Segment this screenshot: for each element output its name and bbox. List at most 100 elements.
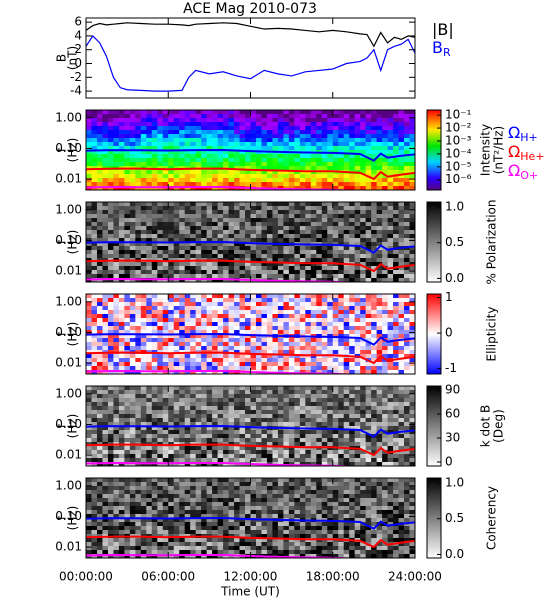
spectrogram-cell: [135, 110, 142, 115]
spectrogram-cell: [140, 162, 147, 167]
spectrogram-cell: [299, 182, 306, 187]
spectrogram-cell: [349, 450, 356, 455]
spectrogram-cell: [354, 390, 361, 395]
spectrogram-cell: [382, 386, 388, 391]
spectrogram-cell: [404, 218, 410, 223]
spectrogram-cell: [327, 218, 334, 223]
spectrogram-cell: [140, 142, 147, 147]
spectrogram-cell: [151, 366, 158, 371]
spectrogram-cell: [140, 366, 147, 371]
spectrogram-cell: [409, 218, 415, 223]
spectrogram-cell: [327, 342, 334, 347]
spectrogram-cell: [310, 130, 317, 135]
spectrogram-cell: [338, 130, 345, 135]
spectrogram-cell: [239, 114, 246, 119]
spectrogram-cell: [299, 414, 306, 419]
spectrogram-cell: [184, 122, 191, 127]
spectrogram-cell: [113, 226, 120, 231]
spectrogram-cell: [113, 418, 120, 423]
spectrogram-cell: [393, 310, 399, 315]
spectrogram-cell: [272, 366, 279, 371]
legend-entry: BR: [432, 38, 451, 60]
spectrogram-cell: [245, 178, 251, 183]
spectrogram-cell: [91, 330, 98, 335]
spectrogram-cell: [113, 410, 120, 415]
spectrogram-cell: [146, 422, 153, 427]
spectrogram-cell: [404, 462, 410, 466]
spectrogram-cell: [157, 162, 164, 167]
spectrogram-cell: [365, 334, 372, 339]
spectrogram-cell: [398, 134, 405, 139]
spectrogram-cell: [321, 202, 328, 207]
spectrogram-cell: [305, 230, 312, 235]
spectrogram-cell: [135, 426, 142, 431]
spectrogram-cell: [124, 210, 131, 215]
spectrogram-cell: [184, 150, 191, 155]
y-tick-label: 1.00: [55, 202, 82, 216]
spectrogram-cell: [404, 138, 410, 143]
spectrogram-cell: [162, 142, 169, 147]
spectrogram-cell: [113, 178, 120, 183]
spectrogram-cell: [195, 206, 202, 211]
spectrogram-cell: [288, 430, 295, 435]
spectrogram-cell: [201, 126, 208, 131]
spectrogram-cell: [272, 418, 279, 423]
spectrogram-cell: [162, 358, 169, 363]
spectrogram-cell: [168, 422, 175, 427]
spectrogram-cell: [239, 414, 246, 419]
spectrogram-cell: [272, 238, 279, 243]
spectrogram-cell: [102, 222, 109, 227]
spectrogram-cell: [223, 154, 229, 159]
spectrogram-cell: [393, 362, 399, 367]
spectrogram-cell: [96, 138, 103, 143]
spectrogram-cell: [239, 138, 246, 143]
spectrogram-cell: [162, 398, 169, 403]
spectrogram-cell: [184, 178, 191, 183]
spectrogram-cell: [140, 122, 147, 127]
series-line: [86, 240, 415, 254]
spectrogram-cell: [234, 350, 240, 355]
spectrogram-cell: [387, 398, 394, 403]
spectrogram-cell: [294, 258, 301, 263]
spectrogram-cell: [343, 122, 350, 127]
spectrogram-cell: [382, 110, 388, 115]
spectrogram-cell: [387, 202, 394, 207]
spectrogram-cell: [261, 450, 268, 455]
spectrogram-cell: [343, 346, 350, 351]
spectrogram-cell: [338, 462, 345, 466]
spectrogram-cell: [173, 130, 180, 135]
spectrogram-cell: [217, 298, 224, 303]
spectrogram-cell: [371, 226, 378, 231]
spectrogram-cell: [86, 358, 92, 363]
spectrogram-cell: [223, 302, 229, 307]
spectrogram-cell: [272, 274, 279, 279]
series-line: [86, 443, 415, 457]
spectrogram-cell: [321, 238, 328, 243]
legend-entry: |B|: [432, 20, 454, 39]
spectrogram-cell: [173, 214, 180, 219]
spectrogram-cell: [206, 122, 213, 127]
spectrogram-cell: [354, 130, 361, 135]
spectrogram-cell: [223, 266, 229, 271]
spectrogram-cell: [294, 278, 301, 282]
spectrogram-cell: [118, 138, 125, 143]
spectrogram-cell: [223, 174, 229, 179]
spectrogram-cell: [365, 222, 372, 227]
spectrogram-cell: [360, 414, 367, 419]
spectrogram-cell: [404, 346, 410, 351]
spectrogram-cell: [409, 210, 415, 215]
y-tick-label: 0.01: [55, 448, 82, 462]
spectrogram-cell: [321, 310, 328, 315]
spectrogram-cell: [245, 214, 251, 219]
spectrogram-cell: [96, 402, 103, 407]
spectrogram-cell: [146, 154, 153, 159]
spectrogram-cell: [288, 158, 295, 163]
spectrogram-cell: [365, 130, 372, 135]
spectrogram-cell: [409, 362, 415, 367]
spectrogram-cell: [277, 458, 284, 463]
spectrogram-cell: [234, 454, 240, 459]
spectrogram-cell: [266, 206, 273, 211]
spectrogram-cell: [234, 254, 240, 259]
spectrogram-cell: [360, 242, 367, 247]
spectrogram-cell: [118, 266, 125, 271]
